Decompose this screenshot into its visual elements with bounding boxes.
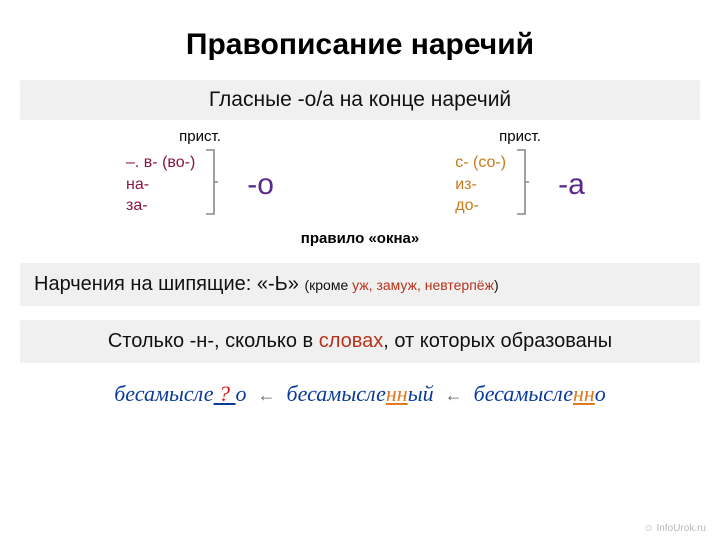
arrow-1-icon: ← xyxy=(258,385,276,405)
hiss-note-open: (кроме xyxy=(304,277,352,293)
n-text-2: , от которых образованы xyxy=(383,330,612,352)
footer-credit: ☺ InfoUrok.ru xyxy=(644,523,706,534)
cw3-a: бесамысле xyxy=(474,381,573,406)
right-prefix-2: до- xyxy=(455,195,506,217)
cw1-question: ? xyxy=(219,381,230,406)
col-right: прист. с- (со-) из- до- -а xyxy=(360,128,680,220)
left-bracket-icon xyxy=(205,149,219,220)
hiss-note-close: ) xyxy=(494,277,499,293)
col-left-label: прист. xyxy=(40,128,360,145)
cw2-b: ый xyxy=(408,381,434,406)
right-prefix-1: из- xyxy=(455,174,506,196)
n-accent-word: словах xyxy=(319,330,384,352)
hiss-soft-sign: «-Ь» xyxy=(257,273,305,295)
cw1-a: бесамысле xyxy=(114,381,213,406)
cw2-a: бесамысле xyxy=(287,381,386,406)
rule-okna: правило «окна» xyxy=(0,230,720,247)
left-prefix-2: за- xyxy=(126,195,195,217)
section-n: Столько -н-, сколько в словах, от которы… xyxy=(20,320,700,363)
hiss-main: Нарчения на шипящие: xyxy=(34,273,257,295)
hiss-examples: уж, замуж, невтерпёж xyxy=(352,277,494,293)
arrow-2-icon: ← xyxy=(445,385,463,405)
right-prefixes: с- (со-) из- до- xyxy=(455,152,506,217)
cw3-b: о xyxy=(595,381,606,406)
col-right-label: прист. xyxy=(360,128,680,145)
section-vowels-heading: Гласные -о/а на конце наречий xyxy=(20,80,700,120)
left-prefix-1: на- xyxy=(126,174,195,196)
left-suffix: -о xyxy=(247,168,274,202)
section-hiss: Нарчения на шипящие: «-Ь» (кроме уж, зам… xyxy=(20,263,700,306)
footer-text: InfoUrok.ru xyxy=(657,523,706,534)
right-bracket-zone: с- (со-) из- до- -а xyxy=(455,149,585,220)
cursive-derivation: бесамысле ? о ← бесамысленный ← бесамысл… xyxy=(0,381,720,407)
left-prefix-0: –. в- (во-) xyxy=(126,152,195,174)
cw3-hl: нн xyxy=(573,381,595,406)
cw2-hl: нн xyxy=(386,381,408,406)
vowels-columns: прист. –. в- (во-) на- за- -о прист. с- … xyxy=(40,128,680,220)
right-suffix: -а xyxy=(558,168,585,202)
page-title: Правописание наречий xyxy=(0,0,720,62)
right-bracket-icon xyxy=(516,149,530,220)
left-bracket-zone: –. в- (во-) на- за- -о xyxy=(126,149,274,220)
n-text-1: Столько -н-, сколько в xyxy=(108,330,319,352)
col-left: прист. –. в- (во-) на- за- -о xyxy=(40,128,360,220)
right-prefix-0: с- (со-) xyxy=(455,152,506,174)
cw1-b: о xyxy=(236,381,247,406)
left-prefixes: –. в- (во-) на- за- xyxy=(126,152,195,217)
cw1-gap: ? xyxy=(214,381,236,406)
